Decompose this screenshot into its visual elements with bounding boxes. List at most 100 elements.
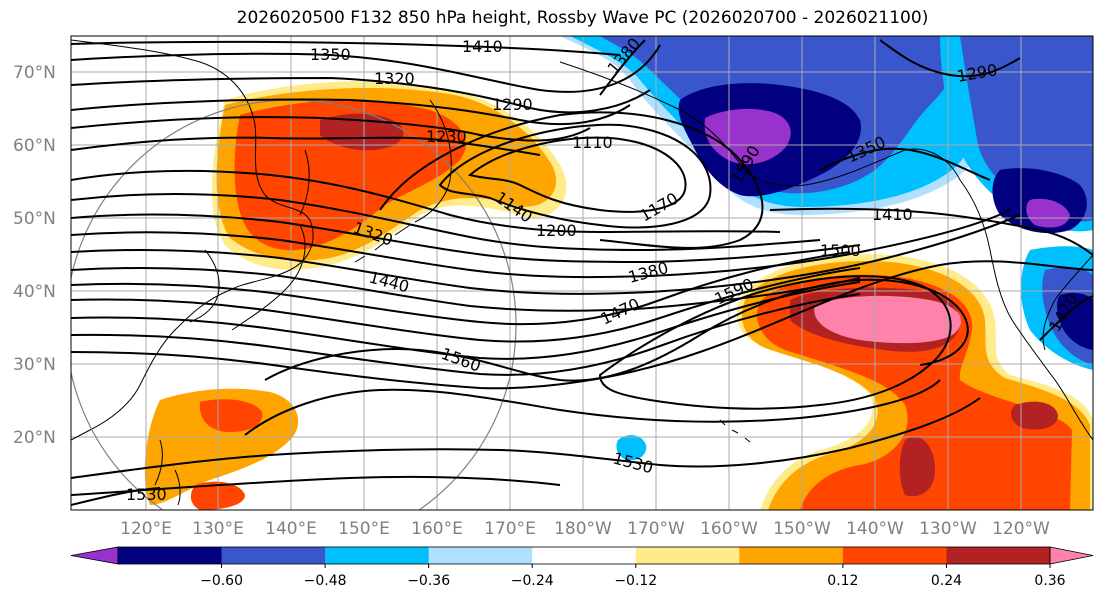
colorbar-swatch <box>428 547 533 564</box>
contour-1470 <box>71 293 861 376</box>
contour-1200 <box>71 169 781 234</box>
contour-1410-northeast <box>769 207 1093 256</box>
lon-label: 130°W <box>919 519 977 539</box>
shading-layer <box>144 36 1093 510</box>
map-plot-area: 1350 1410 1320 1290 1230 1110 1140 1170 … <box>71 36 1093 510</box>
positive-anomaly-subtropical-darkred <box>1010 401 1058 430</box>
colorbar-tick-label: −0.24 <box>511 573 554 589</box>
contour-label: 1230 <box>426 127 467 146</box>
graticule <box>71 36 1093 510</box>
lon-label: 120°E <box>120 519 172 539</box>
colorbar-tick-label: −0.60 <box>200 573 243 589</box>
colorbar-tick-label: 0.12 <box>827 573 858 589</box>
colorbar-tick-label: −0.36 <box>407 573 450 589</box>
coastline-east-asia <box>71 39 314 441</box>
contour-1410-north <box>71 40 621 56</box>
colorbar-tick-label: −0.48 <box>304 573 347 589</box>
contour-1350-south <box>71 267 861 312</box>
coastline-north-america-west <box>959 179 1093 441</box>
colorbar-tick-label: 0.36 <box>1034 573 1065 589</box>
contour-1260 <box>71 116 591 142</box>
colorbar-swatch <box>325 547 430 564</box>
longitude-labels: 120°E 130°E 140°E 150°E 160°E 170°E 180°… <box>120 519 1050 539</box>
contour-1380 <box>71 251 851 326</box>
negative-anomaly-alaska-core <box>704 108 791 165</box>
lon-label: 130°E <box>192 519 244 539</box>
coastline-korea <box>189 249 220 323</box>
contour-label: 1200 <box>536 221 577 240</box>
colorbar: −0.60−0.48−0.36−0.24−0.120.120.240.360.4… <box>70 546 1094 589</box>
colorbar-extend-low <box>70 546 119 565</box>
lon-label: 150°E <box>338 519 390 539</box>
lat-label: 20°N <box>13 428 56 448</box>
positive-anomaly-north-pacific-core <box>814 295 962 344</box>
contour-1230-south <box>71 193 821 252</box>
contour-1530-sw <box>71 487 161 506</box>
colorbar-outline <box>117 546 1051 565</box>
contour-1380-northeast <box>599 39 646 96</box>
contour-1110-loop <box>467 136 687 213</box>
contour-1140-loop <box>438 123 712 229</box>
contour-1260-south <box>71 213 861 264</box>
latitude-labels: 70°N 60°N 50°N 40°N 30°N 20°N <box>13 63 56 448</box>
lat-label: 50°N <box>13 209 56 229</box>
lon-label: 140°E <box>265 519 317 539</box>
contour-1320-south <box>71 214 1021 295</box>
lat-label: 70°N <box>13 63 56 83</box>
contour-label: 1530 <box>126 485 167 504</box>
contour-1560 <box>264 278 969 382</box>
colorbar-swatches <box>70 546 1094 565</box>
colorbar-swatch <box>532 547 637 564</box>
colorbar-tick-label: 0.24 <box>931 573 962 589</box>
contour-label: 1350 <box>310 45 351 64</box>
height-contours <box>71 39 1093 506</box>
contour-1230 <box>71 136 541 156</box>
coastline-kamchatka <box>414 99 452 223</box>
contour-label: 1500 <box>820 241 861 260</box>
colorbar-swatch <box>118 547 223 564</box>
lon-label: 120°W <box>992 519 1050 539</box>
negative-anomaly-north-atlantic-core <box>1026 198 1070 228</box>
contour-1560-south <box>244 379 941 436</box>
contour-1590 <box>598 275 952 410</box>
colorbar-swatch <box>221 547 326 564</box>
colorbar-ticks: −0.60−0.48−0.36−0.24−0.120.120.240.360.4… <box>200 564 1066 589</box>
contour-label: 1290 <box>492 95 533 114</box>
lon-label: 150°W <box>773 519 831 539</box>
colorbar-tick-label: −0.12 <box>614 573 657 589</box>
colorbar-swatch <box>739 547 844 564</box>
map-frame <box>70 35 1094 511</box>
positive-anomaly-subtropics-red <box>199 399 263 432</box>
coastline-kuril-islands <box>354 224 411 263</box>
lat-label: 30°N <box>13 355 56 375</box>
lat-label: 60°N <box>13 136 56 156</box>
lon-label: 170°W <box>627 519 685 539</box>
colorbar-swatch <box>946 547 1051 564</box>
contour-1530 <box>71 397 981 479</box>
contour-label: 1320 <box>374 69 415 88</box>
lon-label: 170°E <box>484 519 536 539</box>
contour-label: 1110 <box>572 133 613 152</box>
contour-1410-south <box>71 267 861 343</box>
lon-label: 160°W <box>700 519 758 539</box>
positive-anomaly-subtropical-darkred-2 <box>899 436 935 497</box>
contour-1380-east-coast <box>1039 295 1093 341</box>
colorbar-extend-high <box>1049 546 1094 565</box>
contour-1440 <box>71 281 861 360</box>
lon-label: 160°E <box>411 519 463 539</box>
contour-1290-south <box>71 209 1011 279</box>
contour-label: 1410 <box>872 205 913 224</box>
negative-anomaly-hawaii <box>616 435 647 461</box>
contour-1290-northeast <box>879 39 1021 78</box>
lon-label: 140°W <box>846 519 904 539</box>
colorbar-swatch <box>842 547 947 564</box>
map-title: 2026020500 F132 850 hPa height, Rossby W… <box>236 8 929 28</box>
coastline-sakhalin <box>299 149 310 216</box>
colorbar-swatch <box>635 547 740 564</box>
negative-anomaly-east-coast-navy <box>1057 292 1093 350</box>
contour-1350-northeast <box>819 147 991 181</box>
contour-1290 <box>71 98 631 126</box>
contour-label: 1410 <box>462 37 503 56</box>
contour-1170 <box>379 111 764 249</box>
